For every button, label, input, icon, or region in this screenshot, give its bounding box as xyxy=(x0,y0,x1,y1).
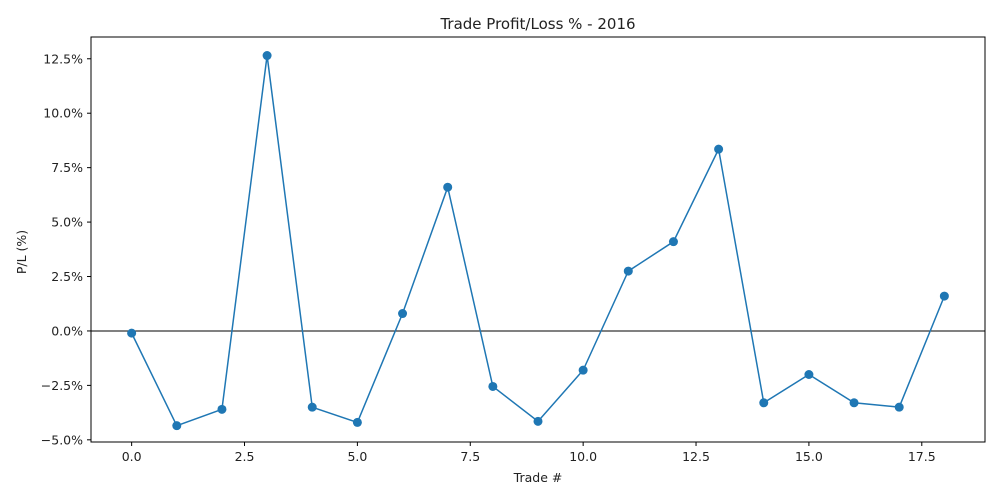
x-tick-label: 5.0 xyxy=(347,449,367,464)
data-point xyxy=(172,421,182,431)
y-axis-ticks: −5.0% −2.5% 0.0% 2.5% 5.0% 7.5% 10.0% 12.5% xyxy=(41,51,91,447)
data-point xyxy=(668,237,678,247)
x-tick-label: 17.5 xyxy=(908,449,936,464)
data-point xyxy=(488,381,498,391)
x-tick-label: 0.0 xyxy=(122,449,142,464)
x-tick-label: 12.5 xyxy=(682,449,710,464)
data-point xyxy=(352,417,362,427)
x-tick-label: 10.0 xyxy=(569,449,597,464)
x-axis-title: Trade # xyxy=(513,470,563,485)
data-point xyxy=(623,266,633,276)
x-tick-label: 15.0 xyxy=(795,449,823,464)
data-point xyxy=(307,402,317,412)
y-tick-label: −2.5% xyxy=(41,378,83,393)
data-point xyxy=(127,328,137,338)
series-group xyxy=(127,51,949,431)
y-tick-label: 5.0% xyxy=(51,215,83,230)
data-point xyxy=(804,370,814,379)
series-line xyxy=(130,55,946,427)
data-point xyxy=(894,402,904,412)
data-point xyxy=(398,309,408,319)
data-point xyxy=(939,291,949,301)
data-point xyxy=(714,144,724,154)
plot-frame xyxy=(90,36,986,443)
y-axis-title: P/L (%) xyxy=(14,230,29,274)
x-axis-ticks: 0.0 2.5 5.0 7.5 10.0 12.5 15.0 17.5 xyxy=(122,442,936,464)
x-tick-label: 7.5 xyxy=(460,449,480,464)
y-tick-label: −5.0% xyxy=(41,432,83,447)
data-point xyxy=(533,416,543,426)
y-tick-label: 0.0% xyxy=(51,323,83,338)
data-point xyxy=(578,365,588,375)
data-point xyxy=(217,404,227,414)
y-tick-label: 7.5% xyxy=(51,160,83,175)
y-tick-label: 10.0% xyxy=(43,106,83,121)
y-tick-label: 12.5% xyxy=(43,51,83,66)
data-point xyxy=(443,182,453,192)
data-point xyxy=(849,398,859,408)
data-point xyxy=(759,398,769,408)
data-point xyxy=(262,51,272,61)
y-tick-label: 2.5% xyxy=(51,269,83,284)
x-tick-label: 2.5 xyxy=(235,449,255,464)
chart-title: Trade Profit/Loss % - 2016 xyxy=(439,15,635,33)
